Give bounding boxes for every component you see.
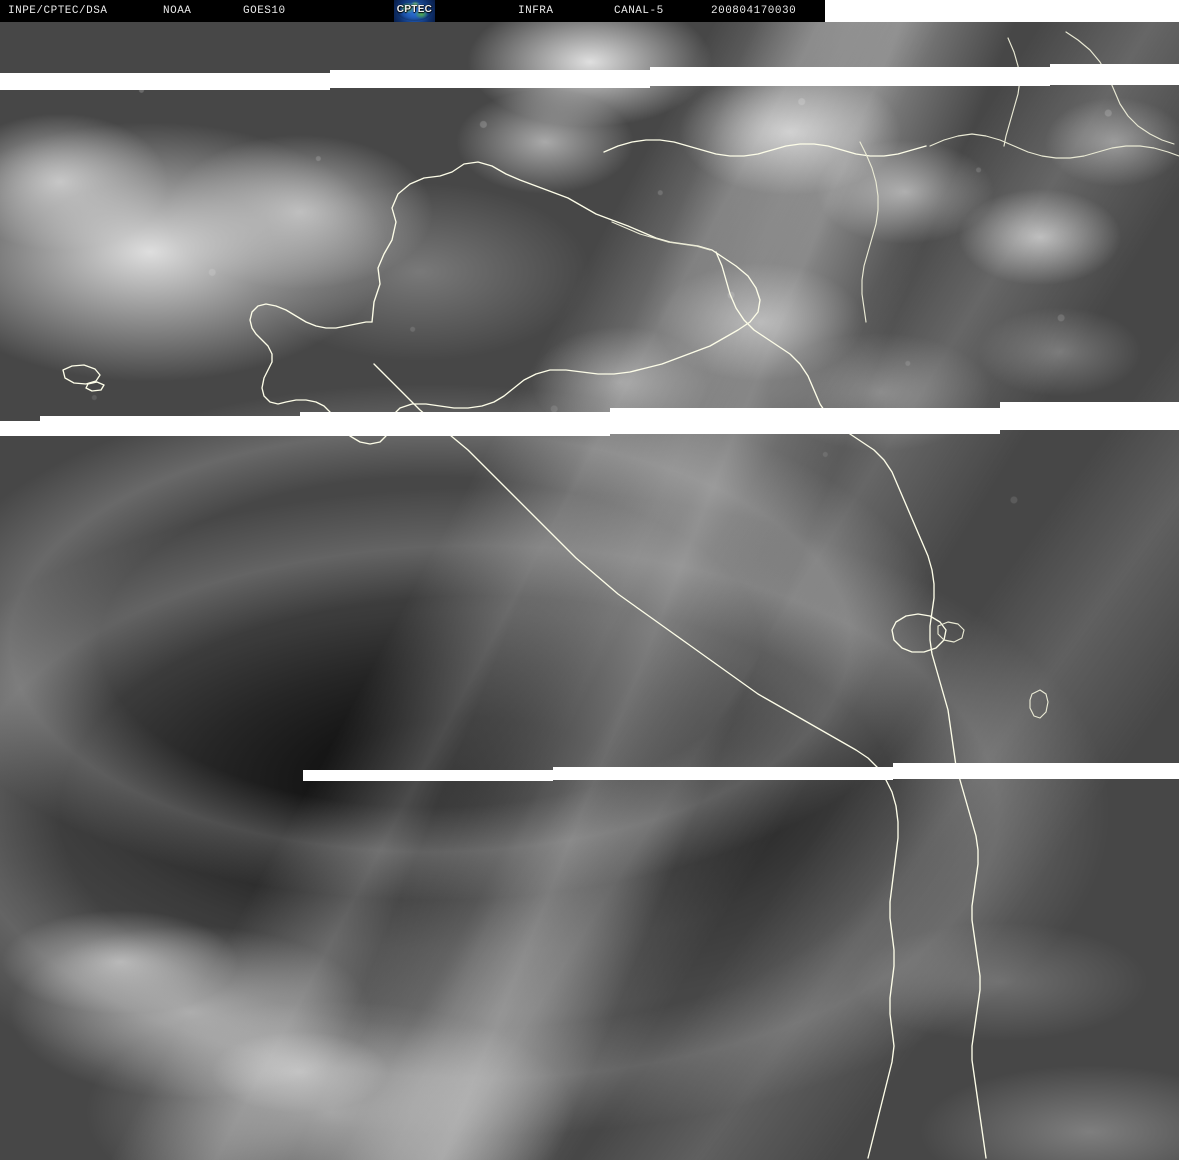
ecuador-border bbox=[249, 161, 761, 445]
header-timestamp-label: 200804170030 bbox=[711, 5, 797, 17]
header-channel-label: CANAL-5 bbox=[614, 5, 664, 17]
scan-dropout-lower-c bbox=[893, 763, 1179, 779]
titicaca-lake bbox=[891, 613, 947, 653]
northern-coast-venezuela bbox=[929, 133, 1179, 159]
scan-dropout-middle bbox=[0, 421, 40, 436]
cptec-logo: CPTEC bbox=[393, 0, 436, 22]
cptec-logo-text: CPTEC bbox=[396, 4, 433, 15]
colombia-venezuela-border bbox=[603, 139, 927, 157]
peru-coastline bbox=[373, 363, 899, 1159]
vortex-swirl-layer bbox=[0, 22, 1179, 1160]
globe-icon bbox=[397, 1, 432, 21]
scan-dropout-middle-b bbox=[40, 416, 300, 436]
galapagos-islands bbox=[62, 364, 105, 392]
header-agency-label: NOAA bbox=[163, 5, 192, 17]
peru-eastern-border bbox=[715, 251, 957, 767]
bolivia-chile-border bbox=[955, 765, 987, 1159]
scan-dropout-middle-c bbox=[300, 412, 610, 436]
inland-lake-small bbox=[937, 621, 965, 643]
colombia-peru-border bbox=[611, 221, 711, 251]
north-border-segment bbox=[1003, 37, 1021, 147]
scan-dropout-middle-d bbox=[610, 408, 1000, 434]
scan-dropout-lower-b bbox=[553, 767, 893, 780]
header-bar: INPE/CPTEC/DSA NOAA GOES10 CPTEC INFRA C… bbox=[0, 0, 825, 22]
header-institute-label: INPE/CPTEC/DSA bbox=[8, 5, 108, 17]
guyana-border-north bbox=[1065, 31, 1175, 145]
scan-dropout-upper-c bbox=[650, 67, 1050, 86]
scan-dropout-upper bbox=[0, 73, 330, 90]
header-product-label: INFRA bbox=[518, 5, 554, 17]
scan-dropout-middle-e bbox=[1000, 402, 1179, 430]
coastline-overlay bbox=[62, 31, 1179, 1159]
convective-texture-layer bbox=[0, 22, 1179, 1160]
venezuela-guyana-border bbox=[859, 141, 879, 323]
scan-dropout-upper-d bbox=[1050, 64, 1179, 85]
satellite-image-canvas bbox=[0, 22, 1179, 1160]
lake-poopo bbox=[1029, 689, 1049, 719]
scan-dropout-lower bbox=[303, 770, 553, 781]
scan-dropout-upper-b bbox=[330, 70, 650, 88]
header-satellite-label: GOES10 bbox=[243, 5, 286, 17]
